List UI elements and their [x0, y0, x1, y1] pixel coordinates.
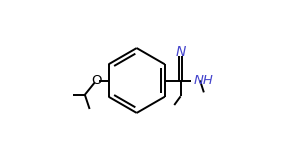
Text: O: O: [92, 74, 102, 87]
Text: NH: NH: [193, 74, 213, 87]
Text: N: N: [175, 45, 186, 59]
